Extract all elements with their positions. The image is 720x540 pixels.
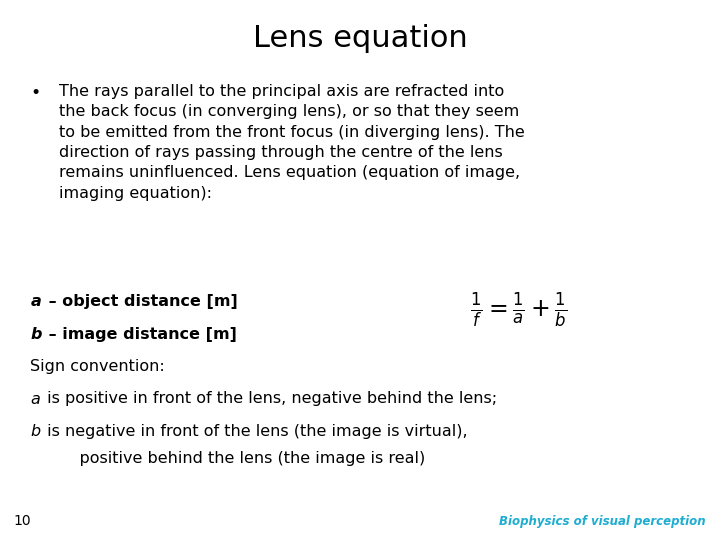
Text: positive behind the lens (the image is real): positive behind the lens (the image is r…: [59, 451, 426, 466]
Text: b: b: [30, 327, 42, 342]
Text: is positive in front of the lens, negative behind the lens;: is positive in front of the lens, negati…: [42, 392, 497, 407]
Text: Sign convention:: Sign convention:: [30, 359, 165, 374]
Text: The rays parallel to the principal axis are refracted into
the back focus (in co: The rays parallel to the principal axis …: [59, 84, 525, 201]
Text: b: b: [30, 424, 40, 439]
Text: is negative in front of the lens (the image is virtual),: is negative in front of the lens (the im…: [42, 424, 467, 439]
Text: 10: 10: [13, 514, 30, 528]
Text: Lens equation: Lens equation: [253, 24, 467, 53]
Text: a: a: [30, 392, 40, 407]
Text: a: a: [30, 294, 41, 309]
Text: •: •: [30, 84, 40, 102]
Text: – object distance [m]: – object distance [m]: [43, 294, 238, 309]
Text: – image distance [m]: – image distance [m]: [43, 327, 237, 342]
Text: $\frac{1}{f} = \frac{1}{a} + \frac{1}{b}$: $\frac{1}{f} = \frac{1}{a} + \frac{1}{b}…: [469, 292, 567, 329]
Text: Biophysics of visual perception: Biophysics of visual perception: [499, 515, 706, 528]
